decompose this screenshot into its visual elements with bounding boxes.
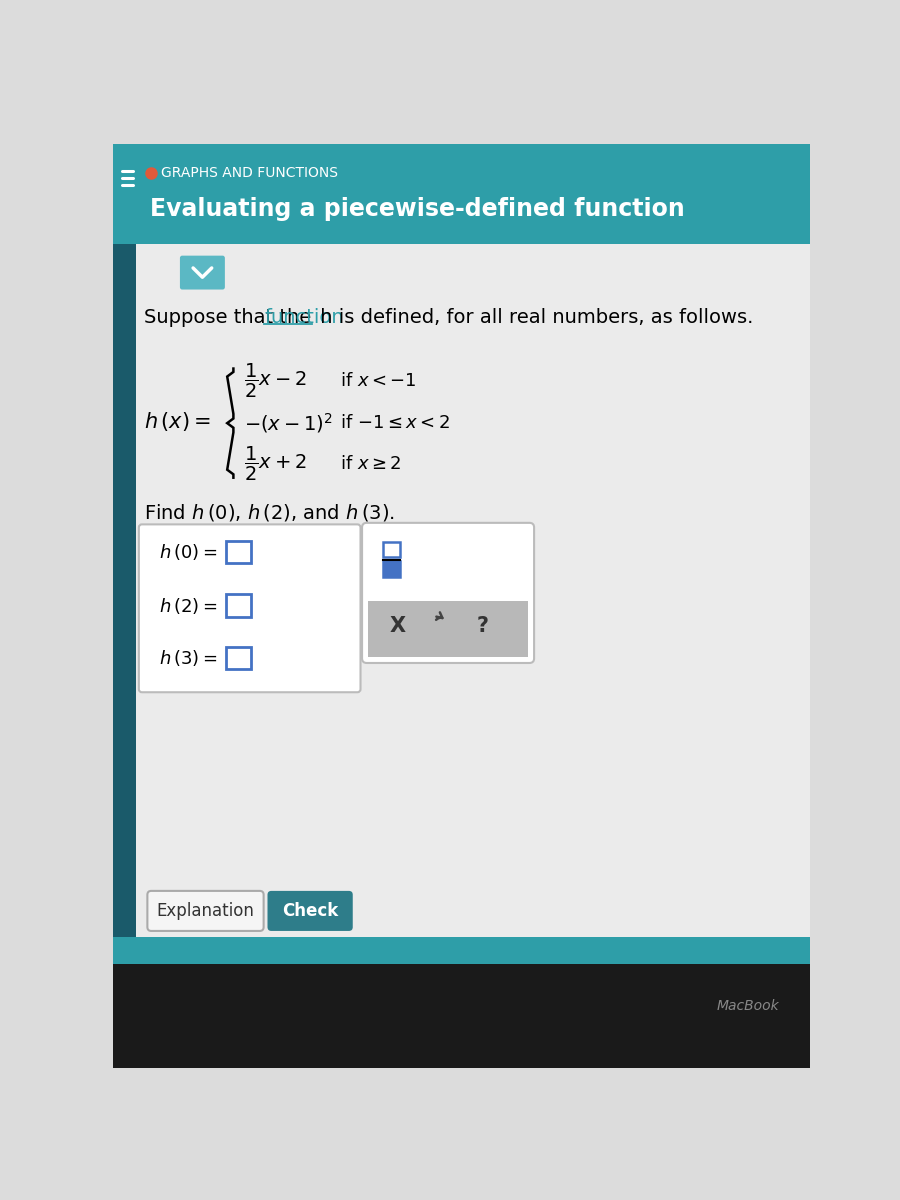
Text: X: X: [390, 616, 406, 636]
FancyBboxPatch shape: [139, 524, 361, 692]
FancyBboxPatch shape: [148, 890, 264, 931]
Text: GRAPHS AND FUNCTIONS: GRAPHS AND FUNCTIONS: [161, 167, 338, 180]
Text: if $x < -1$: if $x < -1$: [339, 372, 416, 390]
FancyBboxPatch shape: [112, 964, 810, 1068]
Text: ?: ?: [477, 616, 489, 636]
Text: Find $h\,(0)$, $h\,(2)$, and $h\,(3)$.: Find $h\,(0)$, $h\,(2)$, and $h\,(3)$.: [143, 502, 394, 522]
FancyBboxPatch shape: [383, 562, 400, 577]
FancyBboxPatch shape: [362, 523, 534, 662]
Text: $h\,(x) =$: $h\,(x) =$: [143, 409, 211, 433]
Text: MacBook: MacBook: [716, 1000, 779, 1013]
FancyBboxPatch shape: [267, 890, 353, 931]
Text: $h\,(2) =$: $h\,(2) =$: [159, 596, 218, 616]
FancyBboxPatch shape: [180, 256, 225, 289]
FancyBboxPatch shape: [112, 937, 810, 964]
FancyBboxPatch shape: [227, 647, 251, 670]
FancyBboxPatch shape: [383, 542, 400, 558]
FancyBboxPatch shape: [227, 540, 251, 563]
Text: h is defined, for all real numbers, as follows.: h is defined, for all real numbers, as f…: [314, 307, 753, 326]
Text: $\dfrac{1}{2}x + 2$: $\dfrac{1}{2}x + 2$: [244, 444, 307, 482]
Text: function: function: [265, 307, 344, 326]
Text: if $-1 \leq x < 2$: if $-1 \leq x < 2$: [339, 414, 450, 432]
Text: Evaluating a piecewise-defined function: Evaluating a piecewise-defined function: [149, 198, 685, 222]
Text: $\dfrac{1}{2}x - 2$: $\dfrac{1}{2}x - 2$: [244, 362, 307, 400]
Text: Check: Check: [282, 902, 338, 920]
Text: $h\,(0) =$: $h\,(0) =$: [159, 542, 218, 562]
FancyBboxPatch shape: [112, 244, 810, 937]
FancyBboxPatch shape: [112, 244, 136, 937]
FancyBboxPatch shape: [227, 594, 251, 617]
Text: Suppose that the: Suppose that the: [143, 307, 317, 326]
FancyBboxPatch shape: [368, 601, 528, 656]
Text: if $x \geq 2$: if $x \geq 2$: [339, 455, 401, 473]
FancyBboxPatch shape: [112, 144, 810, 244]
Text: $-(x-1)^2$: $-(x-1)^2$: [244, 410, 333, 434]
Text: Explanation: Explanation: [157, 902, 255, 920]
Text: $h\,(3) =$: $h\,(3) =$: [159, 648, 218, 668]
